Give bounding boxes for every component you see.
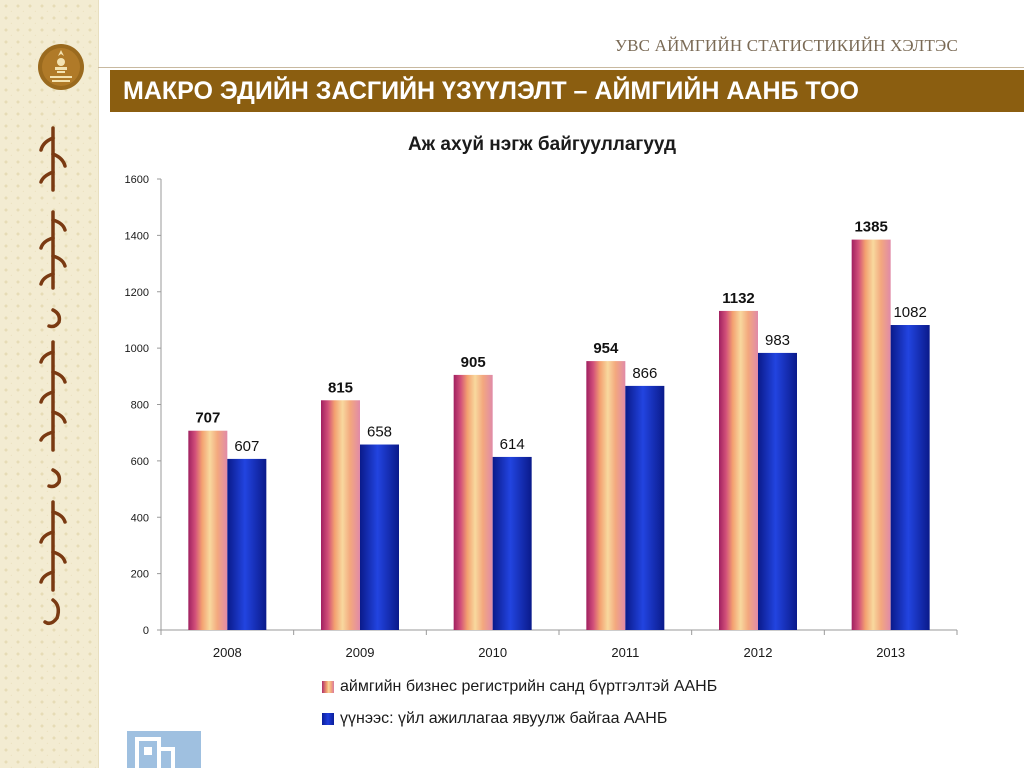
data-label: 614 bbox=[500, 436, 525, 453]
bar-active bbox=[758, 352, 797, 630]
organization-title: УВС АЙМГИЙН СТАТИСТИКИЙН ХЭЛТЭС bbox=[614, 36, 958, 55]
legend-swatch-active bbox=[322, 713, 334, 725]
x-tick-label: 2012 bbox=[744, 645, 773, 660]
chart-title: Аж ахуй нэгж байгууллагууд bbox=[407, 134, 677, 155]
legend-label: үүнээс: үйл ажиллагаа явуулж байгаа ААНБ bbox=[340, 710, 668, 727]
data-label: 707 bbox=[195, 410, 220, 427]
data-label: 866 bbox=[632, 365, 657, 382]
y-tick-label: 1000 bbox=[125, 343, 149, 355]
x-tick-label: 2008 bbox=[213, 645, 242, 660]
slide-title: МАКРО ЭДИЙН ЗАСГИЙН ҮЗҮҮЛЭЛТ – АЙМГИЙН А… bbox=[123, 77, 859, 105]
data-label: 1385 bbox=[854, 219, 887, 236]
data-label: 954 bbox=[593, 340, 619, 357]
y-tick-label: 200 bbox=[131, 569, 149, 581]
x-tick-label: 2009 bbox=[346, 645, 375, 660]
y-tick-label: 800 bbox=[131, 400, 149, 412]
mongolian-script-decoration bbox=[39, 126, 67, 626]
bar-registered bbox=[586, 361, 626, 630]
x-tick-label: 2013 bbox=[876, 645, 905, 660]
header-divider bbox=[98, 67, 1024, 68]
bar-registered bbox=[719, 310, 758, 630]
y-tick-label: 1200 bbox=[125, 287, 149, 299]
data-label: 815 bbox=[328, 379, 353, 396]
decorative-side-strip bbox=[0, 0, 99, 768]
data-label: 1132 bbox=[722, 290, 755, 307]
bar-registered bbox=[851, 239, 891, 630]
bar-active bbox=[890, 325, 930, 630]
bar-active bbox=[360, 444, 399, 630]
bar-registered bbox=[188, 430, 228, 630]
bar-active bbox=[227, 458, 267, 630]
legend-item: аймгийн бизнес регистрийн санд бүртгэлтэ… bbox=[322, 676, 717, 698]
y-tick-label: 600 bbox=[131, 456, 149, 468]
y-tick-label: 1400 bbox=[125, 230, 149, 242]
bar-active bbox=[492, 456, 532, 630]
data-label: 607 bbox=[234, 438, 259, 455]
x-tick-label: 2011 bbox=[611, 645, 639, 660]
x-tick-label: 2010 bbox=[478, 645, 507, 660]
data-label: 983 bbox=[765, 332, 790, 349]
emblem-icon bbox=[38, 44, 84, 90]
building-icon bbox=[127, 731, 201, 768]
data-label: 658 bbox=[367, 424, 392, 441]
bar-active bbox=[625, 385, 665, 630]
legend-label: аймгийн бизнес регистрийн санд бүртгэлтэ… bbox=[340, 678, 718, 695]
y-tick-label: 0 bbox=[143, 625, 149, 637]
bar-registered bbox=[453, 374, 493, 630]
data-label: 905 bbox=[461, 354, 486, 371]
chart-legend: аймгийн бизнес регистрийн санд бүртгэлтэ… bbox=[322, 676, 717, 740]
legend-swatch-registered bbox=[322, 681, 334, 693]
y-tick-label: 1600 bbox=[125, 174, 149, 186]
legend-item: үүнээс: үйл ажиллагаа явуулж байгаа ААНБ bbox=[322, 708, 717, 730]
bar-registered bbox=[321, 400, 360, 630]
y-tick-label: 400 bbox=[131, 512, 149, 524]
data-label: 1082 bbox=[893, 304, 926, 321]
title-banner: МАКРО ЭДИЙН ЗАСГИЙН ҮЗҮҮЛЭЛТ – АЙМГИЙН А… bbox=[110, 70, 1024, 112]
